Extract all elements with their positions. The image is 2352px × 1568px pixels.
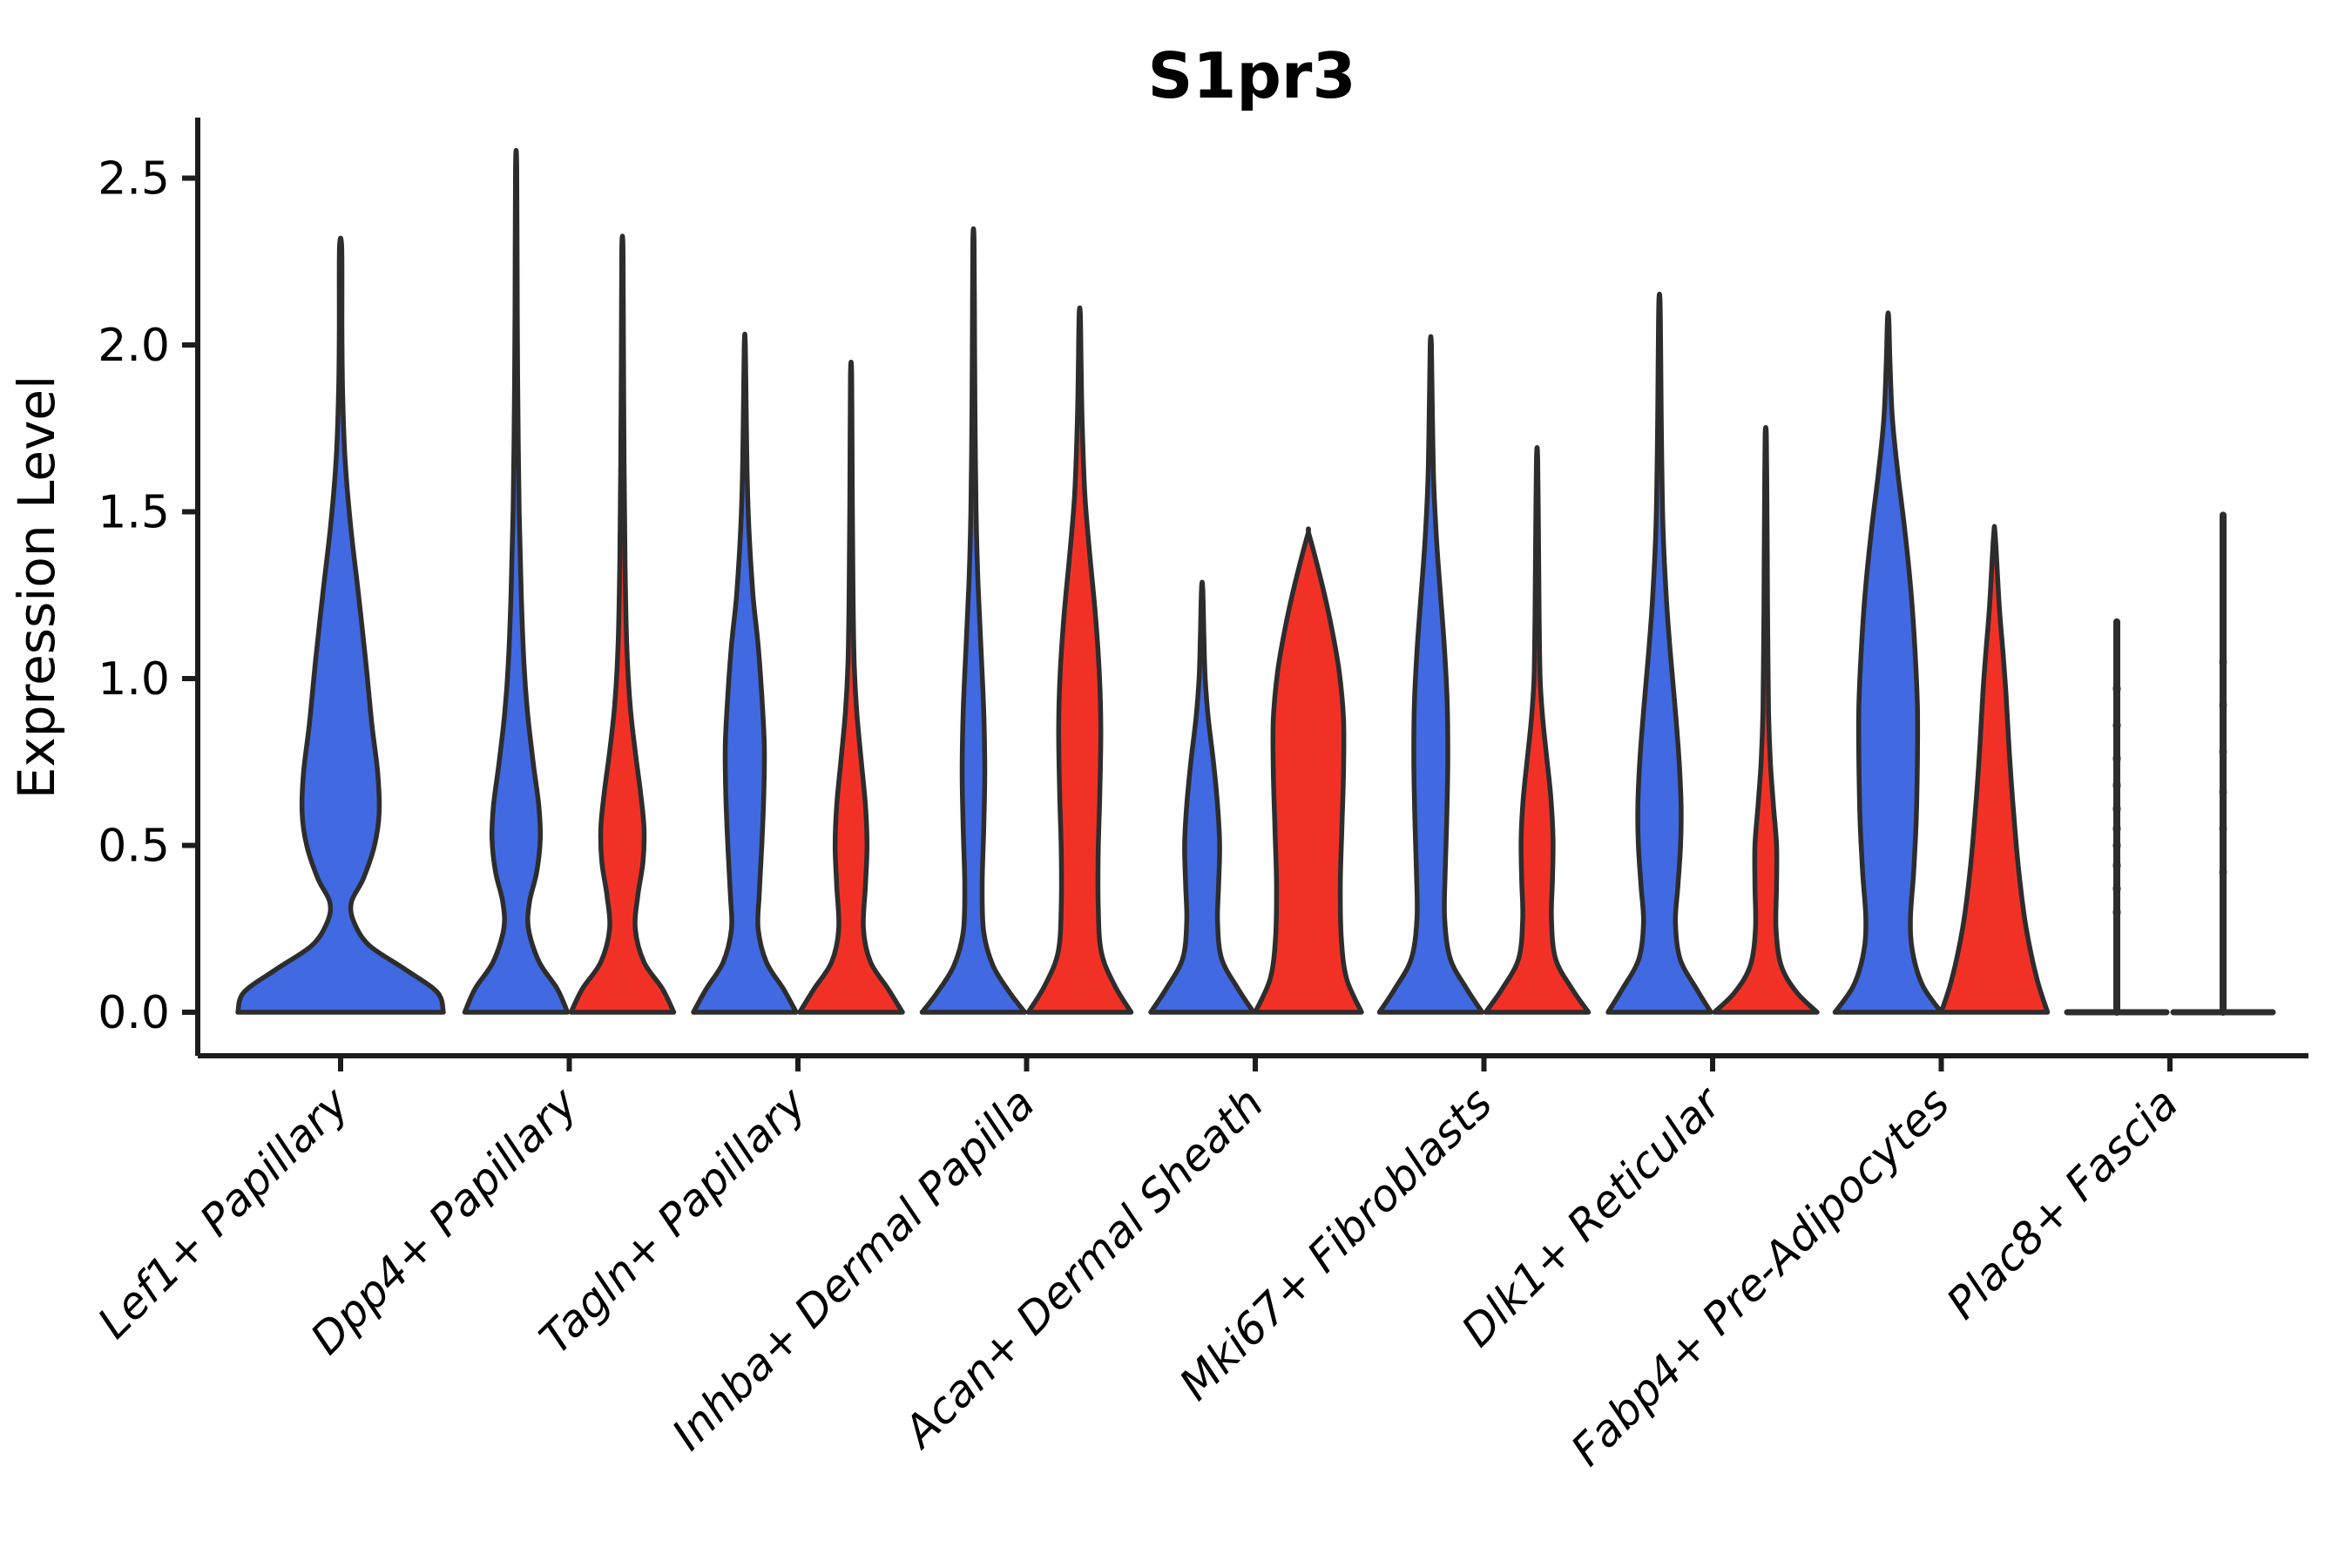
violin-dpp4-papillary-red	[568, 233, 677, 1015]
jitter-point-plac8-fascia-blue	[2112, 884, 2121, 894]
jitter-point-plac8-fascia-blue	[2112, 720, 2121, 730]
x-category-label: Fabp4+ Pre-Adipocytes	[1561, 1078, 1959, 1476]
violin-acan-dermal-sheath-blue	[1148, 579, 1256, 1015]
y-tick-label: 2.0	[98, 320, 170, 372]
violin-acan-dermal-sheath-red	[1253, 526, 1364, 1015]
violin-fabp4-pre-adipocytes-blue	[1832, 310, 1944, 1015]
violin-dlk1-reticular-blue	[1605, 291, 1713, 1015]
jitter-point-plac8-fascia-blue	[2112, 754, 2121, 763]
violin-fabp4-pre-adipocytes-red	[1938, 524, 2051, 1015]
jitter-point-plac8-fascia-blue	[2112, 804, 2121, 814]
violin-mki67-fibroblasts-blue	[1376, 334, 1485, 1015]
jitter-point-plac8-fascia-blue	[2112, 841, 2121, 850]
y-tick-label: 1.5	[98, 487, 170, 539]
x-category-label: Acan+ Dermal Sheath	[893, 1078, 1274, 1458]
y-tick-label: 0.0	[98, 987, 170, 1039]
jitter-point-plac8-fascia-red	[2219, 868, 2227, 877]
y-axis-title: Expression Level	[7, 375, 66, 799]
jitter-point-plac8-fascia-red	[2219, 824, 2227, 834]
jitter-point-plac8-fascia-red	[2219, 657, 2227, 666]
jitter-point-plac8-fascia-red	[2219, 747, 2227, 757]
jitter-point-plac8-fascia-red	[2219, 787, 2227, 797]
y-tick-label: 1.0	[98, 653, 170, 706]
violin-dpp4-papillary-blue	[462, 147, 571, 1015]
violin-tagln-papillary-red	[797, 359, 905, 1015]
violins-layer	[235, 147, 2276, 1016]
jitter-point-plac8-fascia-blue	[2112, 861, 2121, 870]
jitter-point-plac8-fascia-blue	[2112, 684, 2121, 693]
chart-title: S1pr3	[1147, 39, 1355, 112]
jitter-point-plac8-fascia-blue	[2112, 824, 2121, 834]
y-tick-label: 2.5	[98, 153, 170, 206]
violin-lef1-papillary-blue	[235, 235, 446, 1015]
y-tick-label: 0.5	[98, 821, 170, 873]
x-category-label: Lef1+ Papillary	[88, 1077, 359, 1348]
x-category-label: Plac8+ Fascia	[1937, 1078, 2188, 1328]
violin-tagln-papillary-blue	[691, 331, 799, 1015]
jitter-point-plac8-fascia-blue	[2112, 781, 2121, 790]
jitter-point-plac8-fascia-red	[2219, 700, 2227, 710]
violin-inhba-dermal-papilla-red	[1025, 305, 1134, 1015]
violin-dlk1-reticular-red	[1712, 425, 1820, 1015]
violin-mki67-fibroblasts-red	[1483, 445, 1592, 1015]
violin-inhba-dermal-papilla-blue	[919, 226, 1028, 1015]
jitter-point-plac8-fascia-blue	[2112, 908, 2121, 917]
x-category-label: Inhba+ Dermal Papilla	[663, 1078, 1044, 1459]
